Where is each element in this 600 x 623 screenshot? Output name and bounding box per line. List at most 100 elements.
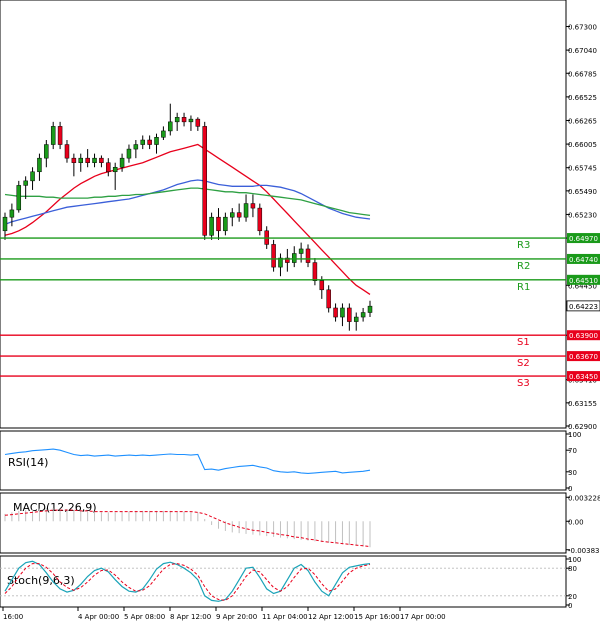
candle-body — [285, 257, 290, 263]
moving-average-line — [4, 187, 371, 217]
moving-averages — [4, 143, 371, 295]
candle-body — [106, 162, 111, 173]
rsi-panel[interactable]: RSI(14) 100 70 30 0 — [0, 430, 581, 493]
candle-body — [353, 316, 359, 322]
level-price-tag: 0.64970 — [569, 235, 598, 243]
rsi-series — [4, 448, 371, 474]
candle-body — [147, 139, 152, 145]
candle-body — [50, 126, 56, 145]
candle-body — [291, 253, 297, 263]
price-tick-label: 0.66525 — [568, 94, 597, 102]
level-price-tag-bg — [567, 274, 600, 285]
current-price-label: 0.64223 — [569, 303, 598, 311]
candle-body — [168, 121, 173, 132]
candle-body — [64, 144, 70, 159]
time-axis: 16:00 4 Apr 00:00 5 Apr 08:00 8 Apr 12:00 9 … — [2, 607, 446, 621]
macd-panel-frame — [0, 492, 567, 554]
candle-body — [360, 312, 366, 318]
candle-body — [243, 203, 249, 218]
candle-body — [298, 248, 304, 254]
price-tick-label: 0.67300 — [568, 24, 597, 32]
moving-average-line — [4, 179, 371, 226]
rsi-tick-label: 70 — [568, 447, 577, 455]
time-tick-label: 9 Apr 20:00 — [216, 613, 257, 621]
stoch-panel-frame — [0, 555, 567, 608]
candle-body — [30, 171, 35, 182]
candle-body — [174, 117, 180, 123]
time-tick-label: 4 Apr 00:00 — [78, 613, 119, 621]
candles — [2, 103, 373, 331]
candle-body — [347, 307, 352, 322]
time-tick-label: 17 Apr 00:00 — [400, 613, 446, 621]
time-tick-label: 12 Apr 12:00 — [308, 613, 354, 621]
candle-body — [181, 117, 187, 123]
candle-body — [112, 166, 118, 173]
price-tick-label: 0.64450 — [568, 282, 597, 290]
stoch-signal-series — [4, 563, 371, 601]
price-tick-label: 0.63155 — [568, 400, 597, 408]
macd-histogram — [4, 507, 371, 548]
level-price-tag: 0.63670 — [569, 353, 598, 361]
level-price-tag-bg — [567, 233, 600, 244]
moving-average-line — [4, 143, 371, 295]
candle-body — [271, 244, 276, 268]
macd-signal-series — [4, 509, 371, 547]
level-price-tag: 0.64740 — [569, 256, 598, 264]
candle-body — [236, 212, 242, 218]
level-price-tag: 0.63900 — [569, 332, 598, 340]
candle-body — [71, 157, 77, 163]
level-price-tag-bg — [567, 371, 600, 382]
macd-axis: 0.003228 0.00 -0.003832 — [566, 494, 600, 555]
rsi-panel-frame — [0, 430, 567, 491]
price-tick-label: 0.65745 — [568, 165, 597, 173]
candle-body — [57, 126, 63, 145]
stoch-main-series — [4, 560, 371, 602]
pivot-levels: R3 0.64970 R2 0.64740 R1 0.64510 S1 0.63900 S2 0.… — [0, 233, 600, 389]
time-tick-label: 15 Apr 16:00 — [354, 613, 400, 621]
rsi-title: RSI(14) — [8, 456, 48, 469]
candle-body — [23, 180, 28, 186]
price-tick-label: 0.62900 — [568, 423, 597, 431]
candle-body — [278, 257, 283, 268]
price-tick-label: 0.66265 — [568, 117, 597, 125]
stoch-tick-label: 20 — [568, 593, 577, 601]
price-tick-label: 0.65230 — [568, 211, 597, 219]
level-price-tag-bg — [567, 351, 600, 362]
candle-body — [250, 203, 256, 209]
price-panel[interactable]: 0.67300 0.67040 0.66785 0.66525 0.66265 0.660… — [0, 0, 600, 431]
candle-body — [37, 157, 42, 173]
level-price-tag: 0.63450 — [569, 373, 598, 381]
level-price-tag-bg — [567, 330, 600, 341]
candle-body — [2, 216, 8, 232]
price-tick-label: 0.65490 — [568, 188, 597, 196]
current-price-box — [566, 300, 600, 312]
candle-body — [340, 307, 345, 318]
rsi-axis: 100 70 30 0 — [566, 431, 581, 493]
level-label-s1: S1 — [517, 337, 530, 348]
candle-body — [326, 289, 331, 309]
candle-body — [209, 216, 214, 236]
rsi-tick-label: 30 — [568, 469, 577, 477]
stoch-title: Stoch(9,6,3) — [7, 574, 75, 587]
candle-body — [99, 157, 104, 163]
macd-tick-label: 0.00 — [568, 518, 584, 526]
level-price-tag-bg — [567, 253, 600, 264]
candle-body — [312, 262, 318, 281]
price-tick-label: 0.66005 — [568, 141, 597, 149]
rsi-line — [4, 448, 371, 474]
candle-body — [223, 216, 228, 232]
candle-body — [188, 118, 194, 123]
price-tick-label: 0.67040 — [568, 47, 597, 55]
level-label-r1: R1 — [517, 282, 530, 293]
price-tick-label: 0.66785 — [568, 70, 597, 78]
candle-body — [44, 144, 49, 159]
candle-body — [16, 185, 22, 211]
stoch-tick-label: 0 — [568, 602, 572, 610]
current-price-marker: 0.64223 — [566, 300, 600, 312]
level-label-s3: S3 — [517, 378, 530, 389]
